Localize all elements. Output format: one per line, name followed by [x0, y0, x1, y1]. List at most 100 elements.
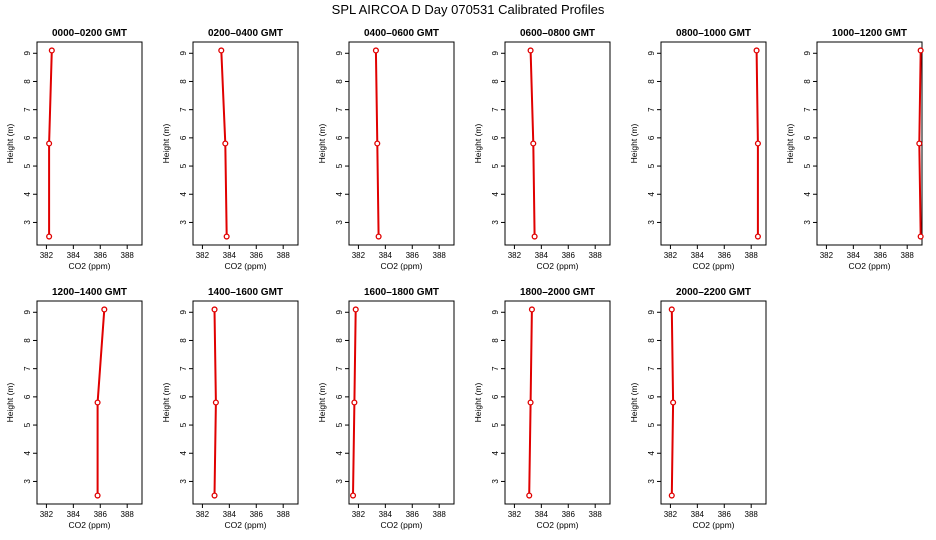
- y-tick-label: 3: [491, 220, 500, 225]
- x-tick-label: 384: [379, 251, 393, 260]
- x-tick-label: 384: [379, 510, 393, 519]
- y-tick-label: 3: [647, 479, 656, 484]
- y-tick-label: 6: [335, 135, 344, 140]
- co2-point: [352, 306, 359, 313]
- profile-panel: 0000–0200 GMT 382 384 386 388 3 4 5 6 7 8 9 CO2 (ppm…: [5, 28, 143, 271]
- y-tick-label: 7: [179, 366, 188, 371]
- co2-point: [94, 492, 101, 499]
- x-tick-label: 386: [250, 251, 264, 260]
- x-axis-label: CO2 (ppm): [224, 261, 266, 271]
- plot-frame: [660, 41, 767, 246]
- x-axis-label: CO2 (ppm): [692, 261, 734, 271]
- y-tick-label: 9: [179, 51, 188, 56]
- y-tick-label: 3: [803, 220, 812, 225]
- y-tick-label: 9: [179, 310, 188, 315]
- co2-point: [526, 492, 533, 499]
- y-tick-label: 9: [647, 51, 656, 56]
- co2-point: [351, 399, 358, 406]
- y-tick-label: 6: [23, 394, 32, 399]
- y-tick-label: 6: [647, 394, 656, 399]
- y-tick-label: 6: [23, 135, 32, 140]
- y-tick-label: 8: [647, 79, 656, 84]
- y-tick-label: 8: [23, 79, 32, 84]
- x-tick-label: 382: [508, 251, 522, 260]
- x-tick-label: 386: [562, 510, 576, 519]
- plot-frame: [504, 41, 611, 246]
- plot-frame: [816, 41, 923, 246]
- co2-point: [530, 140, 537, 147]
- profile-panel: 0800–1000 GMT 382 384 386 388 3 4 5 6 7 8 9 CO2 (ppm…: [629, 28, 767, 271]
- x-tick-label: 384: [535, 251, 549, 260]
- plot-frame: [348, 41, 455, 246]
- y-tick-label: 4: [23, 450, 32, 455]
- y-tick-label: 5: [179, 422, 188, 427]
- x-axis-label: CO2 (ppm): [68, 520, 110, 530]
- y-tick-label: 6: [491, 394, 500, 399]
- co2-point: [46, 233, 53, 240]
- x-tick-label: 384: [691, 251, 705, 260]
- panel-title: 2000–2200 GMT: [676, 287, 751, 298]
- y-tick-label: 9: [491, 51, 500, 56]
- x-tick-label: 382: [508, 510, 522, 519]
- y-tick-label: 8: [803, 79, 812, 84]
- y-tick-label: 4: [335, 450, 344, 455]
- panel-title: 1600–1800 GMT: [364, 287, 439, 298]
- y-tick-label: 9: [491, 310, 500, 315]
- co2-point: [349, 492, 357, 499]
- y-tick-label: 3: [491, 479, 500, 484]
- y-tick-label: 4: [491, 191, 500, 196]
- y-tick-label: 8: [179, 79, 188, 84]
- y-tick-label: 3: [23, 220, 32, 225]
- y-tick-label: 3: [23, 479, 32, 484]
- x-tick-label: 388: [589, 251, 603, 260]
- y-axis-label: Height (m): [473, 124, 483, 164]
- panel-title: 1000–1200 GMT: [832, 28, 907, 39]
- panel-title: 1400–1600 GMT: [208, 287, 283, 298]
- x-tick-label: 386: [874, 251, 888, 260]
- y-tick-label: 9: [803, 51, 812, 56]
- co2-point: [374, 140, 381, 147]
- x-tick-label: 384: [223, 251, 237, 260]
- panel-title: 1800–2000 GMT: [520, 287, 595, 298]
- panel-title: 0600–0800 GMT: [520, 28, 595, 39]
- y-tick-label: 4: [803, 191, 812, 196]
- y-tick-label: 9: [23, 51, 32, 56]
- y-tick-label: 5: [647, 163, 656, 168]
- co2-point: [48, 47, 55, 54]
- plot-frame: [348, 300, 455, 505]
- y-tick-label: 6: [335, 394, 344, 399]
- y-tick-label: 4: [647, 450, 656, 455]
- y-tick-label: 5: [23, 163, 32, 168]
- y-tick-label: 9: [647, 310, 656, 315]
- co2-point: [372, 47, 379, 54]
- y-tick-label: 5: [179, 163, 188, 168]
- y-tick-label: 3: [647, 220, 656, 225]
- panel-title: 1200–1400 GMT: [52, 287, 127, 298]
- profile-panel: 2000–2200 GMT 382 384 386 388 3 4 5 6 7 8 9 CO2 (ppm…: [629, 287, 767, 530]
- y-tick-label: 4: [335, 191, 344, 196]
- x-axis-label: CO2 (ppm): [380, 520, 422, 530]
- y-tick-label: 8: [491, 79, 500, 84]
- panel-title: 0200–0400 GMT: [208, 28, 283, 39]
- y-axis-label: Height (m): [629, 124, 639, 164]
- y-tick-label: 9: [23, 310, 32, 315]
- y-tick-label: 5: [491, 163, 500, 168]
- x-axis-label: CO2 (ppm): [692, 520, 734, 530]
- co2-point: [668, 306, 675, 313]
- co2-point: [531, 233, 538, 240]
- x-tick-label: 382: [664, 510, 678, 519]
- co2-point: [917, 233, 924, 240]
- co2-point: [754, 233, 761, 240]
- y-tick-label: 8: [23, 338, 32, 343]
- x-tick-label: 388: [901, 251, 915, 260]
- co2-point: [917, 47, 924, 54]
- panel-title: 0400–0600 GMT: [364, 28, 439, 39]
- y-tick-label: 5: [23, 422, 32, 427]
- x-tick-label: 388: [589, 510, 603, 519]
- y-tick-label: 7: [491, 366, 500, 371]
- profile-panel: 0600–0800 GMT 382 384 386 388 3 4 5 6 7 8 9 CO2 (ppm…: [473, 28, 611, 271]
- y-tick-label: 6: [647, 135, 656, 140]
- x-tick-label: 382: [820, 251, 834, 260]
